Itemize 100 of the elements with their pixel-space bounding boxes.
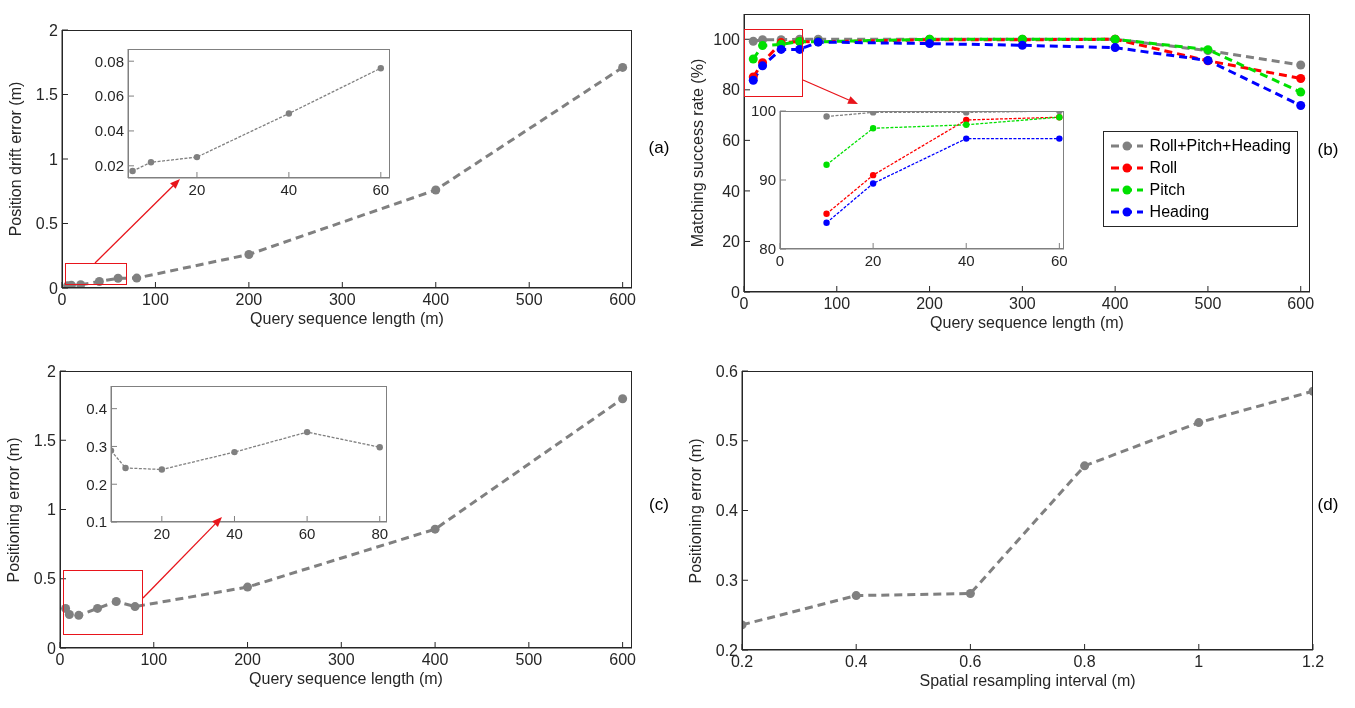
x-tick-label: 300 bbox=[328, 291, 356, 309]
y-tick-label: 0.1 bbox=[86, 513, 107, 531]
point bbox=[243, 582, 253, 592]
y-tick-label: 0.4 bbox=[715, 502, 739, 520]
y-axis-title: Matching success rate (%) bbox=[689, 58, 707, 248]
x-tick-label: 600 bbox=[609, 291, 637, 309]
y-tick-label: 1 bbox=[47, 501, 57, 519]
point bbox=[111, 596, 121, 606]
point bbox=[1056, 135, 1063, 142]
point bbox=[869, 180, 877, 187]
point bbox=[823, 219, 830, 226]
x-tick-label: 40 bbox=[957, 251, 975, 269]
x-tick-label: 100 bbox=[823, 295, 851, 313]
point bbox=[430, 524, 440, 534]
y-tick-label: 100 bbox=[750, 102, 776, 120]
point bbox=[303, 428, 311, 436]
y-axis-title: Position drift error (m) bbox=[7, 81, 25, 237]
y-tick-label: 2 bbox=[49, 21, 59, 39]
x-tick-label: 20 bbox=[188, 180, 206, 198]
point bbox=[1296, 73, 1306, 83]
y-axis-title: Positioning error (m) bbox=[5, 437, 23, 582]
y-tick-label: 0.08 bbox=[94, 52, 124, 70]
y-tick-label: 90 bbox=[759, 171, 776, 189]
y-tick-label: 0.4 bbox=[86, 399, 107, 417]
y-tick-label: 0.06 bbox=[94, 87, 124, 105]
point bbox=[823, 161, 830, 169]
point bbox=[618, 394, 628, 404]
point bbox=[748, 36, 758, 46]
point bbox=[1296, 100, 1306, 110]
point bbox=[1110, 43, 1120, 53]
point bbox=[158, 466, 166, 473]
point bbox=[618, 62, 628, 72]
y-tick-label: 0.3 bbox=[715, 571, 739, 589]
point bbox=[129, 167, 136, 175]
point bbox=[776, 44, 786, 54]
point bbox=[431, 185, 441, 195]
text: (d) bbox=[1317, 495, 1339, 515]
point bbox=[1194, 418, 1204, 428]
y-axis-title: Positioning error (m) bbox=[687, 438, 705, 583]
point bbox=[869, 171, 877, 179]
x-tick-label: 20 bbox=[864, 251, 882, 269]
y-tick-label: 80 bbox=[759, 240, 776, 258]
point bbox=[285, 110, 293, 117]
point bbox=[963, 135, 970, 142]
text: (c) bbox=[649, 495, 669, 515]
x-tick-label: 600 bbox=[1287, 295, 1315, 313]
y-tick-label: 0.6 bbox=[715, 362, 739, 380]
x-tick-label: 500 bbox=[515, 651, 543, 669]
x-tick-label: 1 bbox=[1194, 653, 1204, 671]
y-tick-label: 100 bbox=[713, 30, 741, 48]
text: (b) bbox=[1317, 140, 1339, 160]
y-tick-label: 20 bbox=[722, 233, 741, 251]
y-tick-label: 0 bbox=[47, 639, 57, 657]
point bbox=[748, 54, 758, 64]
y-tick-label: 0.5 bbox=[715, 432, 739, 450]
x-tick-label: 60 bbox=[298, 524, 316, 542]
point bbox=[376, 444, 383, 451]
x-tick-label: 60 bbox=[1051, 251, 1068, 269]
y-tick-label: 80 bbox=[722, 81, 741, 99]
point bbox=[113, 273, 123, 283]
y-tick-label: 60 bbox=[722, 132, 741, 150]
x-tick-label: 300 bbox=[327, 651, 355, 669]
x-tick-label: 500 bbox=[515, 291, 543, 309]
x-tick-label: 400 bbox=[422, 291, 450, 309]
point bbox=[122, 464, 129, 472]
x-axis-title: Query sequence length (m) bbox=[249, 310, 445, 328]
x-tick-label: 20 bbox=[153, 524, 171, 542]
point bbox=[130, 602, 140, 612]
point bbox=[74, 610, 84, 620]
point bbox=[823, 113, 830, 120]
x-tick-label: 600 bbox=[609, 651, 637, 669]
point bbox=[758, 41, 768, 51]
point bbox=[377, 64, 385, 72]
x-tick-label: 100 bbox=[140, 651, 168, 669]
point bbox=[93, 603, 103, 613]
point bbox=[823, 210, 830, 218]
point bbox=[1296, 87, 1306, 97]
legend-label: Heading bbox=[1149, 202, 1210, 221]
text: (a) bbox=[648, 138, 670, 158]
y-tick-label: 1.5 bbox=[33, 431, 57, 449]
x-tick-label: 400 bbox=[1101, 295, 1129, 313]
y-tick-label: 0.5 bbox=[33, 570, 57, 588]
y-tick-label: 0.2 bbox=[86, 475, 107, 493]
x-tick-label: 200 bbox=[234, 651, 261, 669]
point bbox=[1017, 40, 1027, 50]
point bbox=[851, 591, 861, 601]
point bbox=[147, 159, 155, 166]
x-tick-label: 0.8 bbox=[1073, 653, 1096, 671]
y-tick-label: 0.02 bbox=[94, 157, 124, 175]
x-axis-title: Query sequence length (m) bbox=[929, 314, 1125, 332]
point bbox=[244, 249, 254, 259]
point bbox=[193, 153, 201, 161]
x-tick-label: 0.6 bbox=[959, 653, 982, 671]
x-tick-label: 400 bbox=[421, 651, 449, 669]
x-tick-label: 200 bbox=[916, 295, 944, 313]
point bbox=[963, 116, 970, 124]
point bbox=[869, 125, 877, 132]
y-tick-label: 2 bbox=[47, 362, 57, 380]
point bbox=[963, 121, 970, 128]
point bbox=[925, 39, 935, 49]
